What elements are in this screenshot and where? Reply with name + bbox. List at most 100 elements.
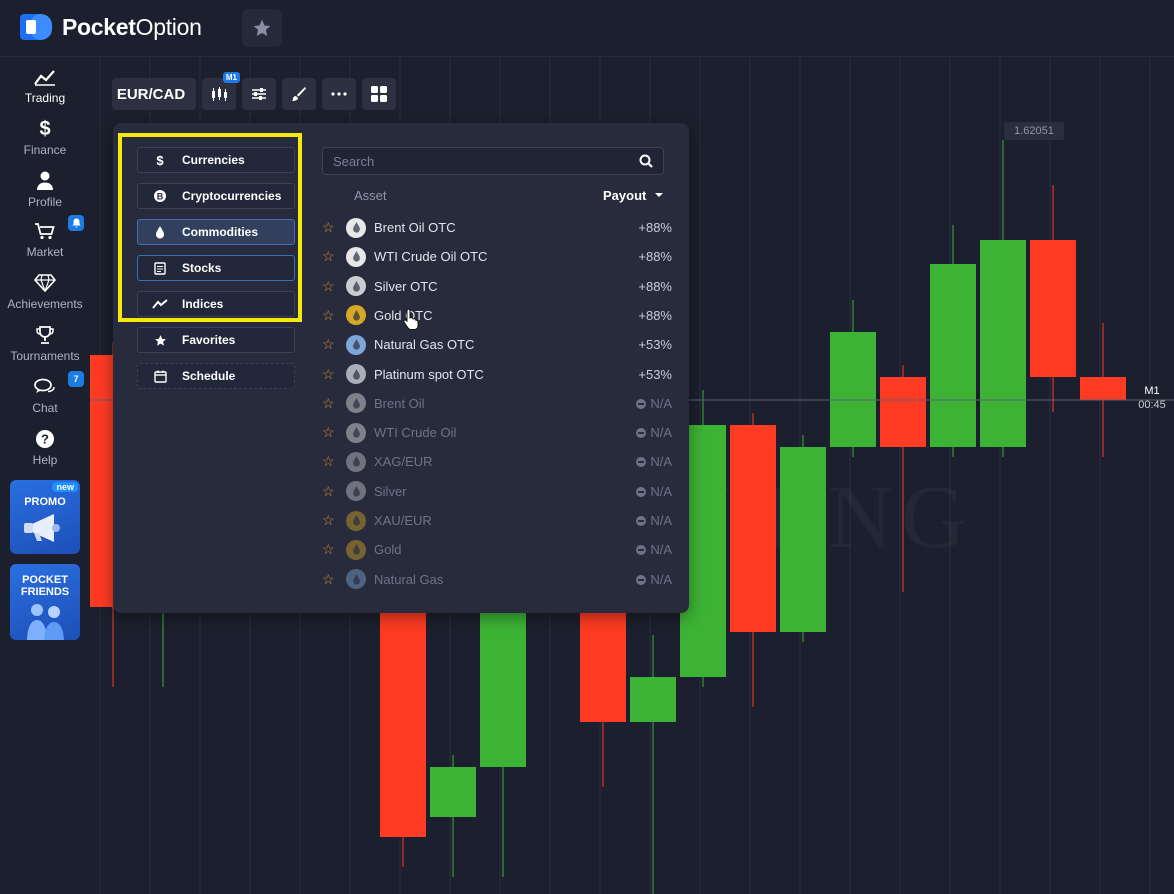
asset-row[interactable]: ☆ Platinum spot OTC +53%	[322, 360, 672, 389]
asset-row[interactable]: ☆ XAU/EUR N/A	[322, 506, 672, 535]
promo-label: PROMO	[24, 496, 66, 508]
asset-row[interactable]: ☆ WTI Crude Oil OTC +88%	[322, 242, 672, 271]
friends-illustration-icon	[27, 604, 64, 640]
sidebar-item-chat[interactable]: Chat 7	[0, 371, 90, 415]
unavailable-icon	[636, 574, 647, 585]
asset-row[interactable]: ☆ WTI Crude Oil N/A	[322, 418, 672, 447]
unavailable-icon	[636, 545, 647, 556]
dollar-icon: $	[39, 117, 51, 140]
favorite-star-icon[interactable]: ☆	[322, 482, 335, 499]
asset-pair-label: EUR/CAD	[116, 85, 186, 103]
category-currencies[interactable]: $ Currencies	[137, 147, 295, 173]
sidebar-item-profile[interactable]: Profile	[0, 169, 90, 209]
asset-search-input[interactable]: Search	[322, 147, 664, 175]
user-icon	[0, 169, 90, 193]
payout-sort-button[interactable]: Payout	[603, 188, 664, 203]
asset-row[interactable]: ☆ Natural Gas OTC +53%	[322, 330, 672, 359]
asset-payout: N/A	[592, 454, 672, 469]
asset-name: XAU/EUR	[374, 513, 432, 528]
category-favorites[interactable]: Favorites	[137, 327, 295, 353]
asset-payout: +88%	[638, 220, 672, 235]
unavailable-icon	[636, 457, 647, 468]
category-label: Schedule	[182, 369, 236, 383]
price-label: 1.62051	[1004, 122, 1064, 140]
asset-row[interactable]: ☆ Brent Oil N/A	[322, 389, 672, 418]
asset-icon	[346, 246, 366, 267]
category-label: Favorites	[182, 333, 236, 347]
sidebar-item-label: Help	[32, 453, 58, 467]
favorite-star-icon[interactable]: ☆	[322, 541, 335, 558]
favorite-star-icon[interactable]: ☆	[322, 277, 335, 294]
indicators-button[interactable]	[242, 78, 276, 110]
sliders-icon	[252, 88, 266, 100]
sidebar-item-market[interactable]: Market	[0, 215, 90, 259]
asset-pair-selector[interactable]: EUR/CAD	[112, 78, 196, 110]
asset-icon	[346, 364, 366, 384]
favorite-star-icon[interactable]: ☆	[322, 336, 335, 353]
favorite-star-icon[interactable]: ☆	[322, 570, 335, 587]
category-indices[interactable]: Indices	[137, 291, 295, 317]
sidebar-item-finance[interactable]: $ Finance	[0, 117, 90, 158]
asset-payout: +88%	[638, 307, 672, 323]
new-badge: new	[52, 482, 78, 492]
asset-row[interactable]: ☆ Silver N/A	[322, 477, 672, 506]
category-commodities[interactable]: Commodities	[137, 219, 295, 245]
category-label: Indices	[182, 297, 224, 311]
promo-banner[interactable]: new PROMO	[10, 480, 80, 554]
asset-icon	[346, 393, 366, 414]
category-cryptocurrencies[interactable]: B Cryptocurrencies	[137, 183, 295, 209]
asset-payout: +88%	[638, 278, 672, 294]
pocket-friends-banner[interactable]: POCKET FRIENDS	[10, 564, 80, 640]
sidebar-item-tournaments[interactable]: Tournaments	[0, 323, 90, 363]
chart-type-button[interactable]: M1	[202, 72, 240, 110]
asset-row[interactable]: ☆ XAG/EUR N/A	[322, 447, 672, 476]
drawing-tools-button[interactable]	[282, 78, 316, 110]
favorite-star-icon[interactable]: ☆	[322, 453, 335, 470]
asset-icon	[346, 334, 366, 355]
sidebar-item-label: Tournaments	[10, 349, 80, 363]
megaphone-icon	[24, 514, 60, 542]
sidebar-item-achievements[interactable]: Achievements	[0, 271, 90, 311]
asset-name: Brent Oil	[374, 395, 425, 411]
asset-row[interactable]: ☆ Natural Gas N/A	[322, 565, 672, 594]
favorite-star-icon[interactable]: ☆	[322, 365, 335, 382]
timeframe-label: M1	[1144, 385, 1160, 397]
asset-payout: N/A	[592, 572, 672, 587]
candle-body	[1080, 377, 1126, 400]
category-schedule[interactable]: Schedule	[137, 363, 295, 389]
sidebar-item-help[interactable]: ? Help	[0, 427, 90, 467]
help-icon: ?	[0, 427, 90, 451]
document-icon	[138, 261, 182, 275]
favorites-star-button[interactable]	[242, 9, 282, 47]
timeframe-badge: M1	[222, 72, 240, 83]
asset-icon	[346, 305, 366, 326]
unavailable-icon	[636, 486, 647, 497]
favorite-star-icon[interactable]: ☆	[322, 306, 335, 323]
favorite-star-icon[interactable]: ☆	[322, 424, 335, 441]
asset-icon	[346, 510, 366, 531]
sidebar-item-trading[interactable]: Trading	[0, 65, 90, 105]
category-label: Stocks	[182, 261, 222, 275]
candle-timer: 00:45	[1138, 399, 1166, 411]
asset-selection-panel: $ Currencies B Cryptocurrencies Commodit…	[113, 123, 689, 613]
favorite-star-icon[interactable]: ☆	[322, 219, 335, 235]
favorite-star-icon[interactable]: ☆	[322, 394, 335, 411]
asset-row[interactable]: ☆ Silver OTC +88%	[322, 272, 672, 301]
favorite-star-icon[interactable]: ☆	[322, 512, 335, 528]
unavailable-icon	[636, 428, 647, 439]
category-stocks[interactable]: Stocks	[137, 255, 295, 281]
logo[interactable]: PocketOption	[18, 12, 202, 42]
search-icon[interactable]	[639, 154, 653, 168]
asset-name: Natural Gas	[374, 571, 444, 587]
asset-icon	[346, 422, 366, 443]
more-options-button[interactable]	[322, 78, 356, 110]
asset-row[interactable]: ☆ Brent Oil OTC +88%	[322, 213, 672, 242]
unavailable-icon	[636, 398, 647, 409]
category-highlight-box	[118, 133, 302, 322]
asset-row[interactable]: ☆ Gold OTC +88%	[322, 301, 672, 330]
candle-body	[830, 332, 876, 447]
asset-row[interactable]: ☆ Gold N/A	[322, 535, 672, 564]
layout-grid-button[interactable]	[362, 78, 396, 110]
asset-icon	[346, 539, 366, 560]
favorite-star-icon[interactable]: ☆	[322, 248, 335, 265]
